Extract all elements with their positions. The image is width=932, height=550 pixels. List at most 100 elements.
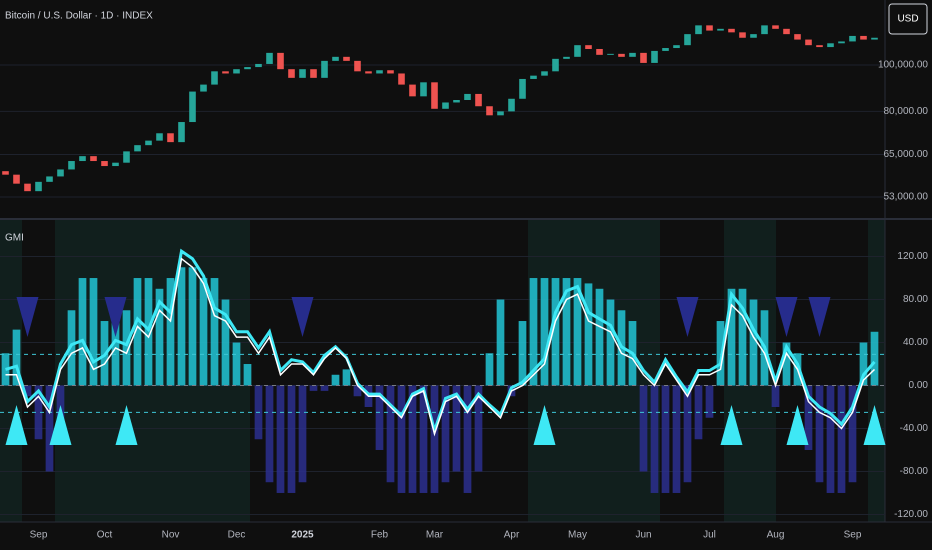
candle bbox=[596, 48, 603, 55]
histogram-bar bbox=[265, 385, 274, 483]
candle bbox=[178, 122, 185, 143]
x-tick-label: Nov bbox=[162, 530, 180, 541]
signal-down bbox=[676, 297, 699, 337]
x-tick-label: Jun bbox=[635, 530, 651, 541]
histogram-bar bbox=[540, 278, 549, 386]
histogram-bar bbox=[749, 299, 758, 386]
candle bbox=[695, 25, 702, 35]
candle bbox=[299, 69, 306, 78]
signal-up bbox=[115, 405, 138, 445]
currency-button[interactable] bbox=[888, 3, 928, 35]
x-tick-label: Oct bbox=[97, 530, 113, 541]
candle bbox=[222, 71, 229, 74]
candle bbox=[244, 67, 251, 70]
indicator-line bbox=[5, 248, 876, 436]
candle bbox=[211, 71, 218, 85]
zone bbox=[0, 220, 22, 522]
histogram-bar bbox=[529, 278, 538, 386]
candle bbox=[145, 140, 152, 146]
histogram-bar bbox=[650, 385, 659, 493]
histogram-bar bbox=[452, 385, 461, 472]
histogram-bar bbox=[606, 299, 615, 386]
histogram-bar bbox=[78, 278, 87, 386]
candle bbox=[79, 156, 86, 162]
histogram-bar bbox=[551, 278, 560, 386]
candle bbox=[387, 70, 394, 74]
histogram-bar bbox=[441, 385, 450, 483]
candle bbox=[167, 133, 174, 143]
histogram-bar bbox=[221, 299, 230, 386]
histogram-bar bbox=[518, 321, 527, 386]
histogram-bar bbox=[34, 385, 43, 440]
histogram-bar bbox=[45, 385, 54, 472]
candle bbox=[453, 99, 460, 103]
symbol-title: Bitcoin / U.S. Dollar · 1D · INDEX bbox=[5, 11, 153, 22]
candle bbox=[783, 28, 790, 35]
histogram-bar bbox=[23, 385, 32, 397]
histogram-bar bbox=[276, 385, 285, 493]
histogram-bar bbox=[199, 278, 208, 386]
y-tick-label: 53,000.00 bbox=[884, 192, 929, 203]
candle bbox=[365, 71, 372, 74]
candle bbox=[816, 45, 823, 48]
signal-down bbox=[808, 297, 831, 337]
histogram-bar bbox=[166, 278, 175, 386]
candle bbox=[849, 35, 856, 42]
x-tick-label: Feb bbox=[371, 530, 389, 541]
x-tick-label: Aug bbox=[767, 530, 785, 541]
candle bbox=[640, 52, 647, 63]
candle bbox=[563, 56, 570, 59]
candle bbox=[508, 98, 515, 112]
candle bbox=[35, 181, 42, 192]
histogram-bar bbox=[408, 385, 417, 493]
candle bbox=[519, 78, 526, 99]
histogram-bar bbox=[672, 385, 681, 493]
y-tick-label: 120.00 bbox=[897, 251, 928, 262]
histogram-bar bbox=[419, 385, 428, 493]
candle bbox=[398, 73, 405, 85]
histogram-bar bbox=[89, 278, 98, 386]
signal-up bbox=[533, 405, 556, 445]
histogram-bar bbox=[12, 329, 21, 386]
candle bbox=[739, 32, 746, 38]
histogram-bar bbox=[826, 385, 835, 493]
candle bbox=[607, 53, 614, 55]
candle bbox=[860, 35, 867, 40]
candle bbox=[112, 162, 119, 167]
candle bbox=[442, 102, 449, 109]
candle bbox=[827, 43, 834, 48]
candle bbox=[585, 45, 592, 49]
histogram-bar bbox=[144, 278, 153, 386]
histogram-bar bbox=[386, 385, 395, 483]
y-tick-label: 100,000.00 bbox=[878, 60, 928, 71]
candle bbox=[684, 34, 691, 46]
candle bbox=[321, 60, 328, 78]
currency-label[interactable]: USD bbox=[897, 14, 918, 25]
x-tick-label: Dec bbox=[228, 530, 246, 541]
candle bbox=[871, 37, 878, 40]
signal-up bbox=[49, 405, 72, 445]
signal-up bbox=[786, 405, 809, 445]
histogram-bar bbox=[210, 278, 219, 386]
candle bbox=[24, 183, 31, 192]
candle bbox=[475, 93, 482, 107]
histogram-bar bbox=[309, 385, 318, 391]
candle bbox=[838, 41, 845, 44]
x-tick-label: Sep bbox=[30, 530, 48, 541]
histogram-bar bbox=[738, 288, 747, 386]
histogram-bar bbox=[639, 385, 648, 472]
candle bbox=[673, 45, 680, 49]
histogram-bar bbox=[188, 267, 197, 386]
candle bbox=[750, 34, 757, 38]
histogram-bar bbox=[562, 278, 571, 386]
histogram-bar bbox=[837, 385, 846, 493]
histogram-bar bbox=[287, 385, 296, 493]
candle bbox=[618, 53, 625, 57]
candle bbox=[277, 52, 284, 70]
candle bbox=[530, 75, 537, 79]
histogram-bar bbox=[463, 385, 472, 493]
candle bbox=[805, 39, 812, 46]
candle bbox=[706, 25, 713, 31]
